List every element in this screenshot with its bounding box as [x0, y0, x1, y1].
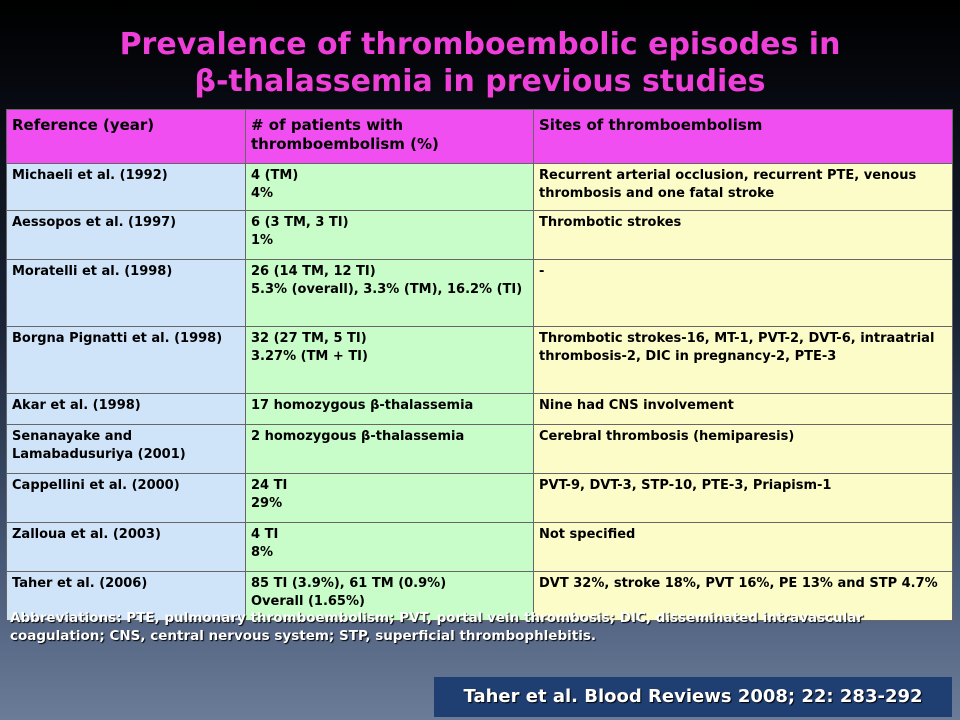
table-row: Cappellini et al. (2000) 24 TI 29% PVT-9, D…	[6, 473, 953, 523]
cell-patients: 17 homozygous β-thalassemia	[245, 393, 534, 425]
citation-box: Taher et al. Blood Reviews 2008; 22: 283…	[434, 677, 952, 717]
table-row: Aessopos et al. (1997) 6 (3 TM, 3 TI) 1% Th…	[6, 210, 953, 260]
cell-patients-line: 5.3% (overall), 3.3% (TM), 16.2% (TI)	[251, 282, 523, 297]
header-patients: # of patients with thromboembolism (%)	[245, 109, 534, 164]
table-row: Zalloua et al. (2003) 4 TI 8% Not specified	[6, 522, 953, 572]
cell-sites: Recurrent arterial occlusion, recurrent …	[533, 163, 953, 211]
table-row: Taher et al. (2006) 85 TI (3.9%), 61 TM (…	[6, 571, 953, 621]
cell-patients-line: 2 homozygous β-thalassemia	[251, 429, 465, 444]
cell-reference: Aessopos et al. (1997)	[6, 210, 246, 260]
cell-reference: Moratelli et al. (1998)	[6, 259, 246, 327]
cell-reference: Borgna Pignatti et al. (1998)	[6, 326, 246, 394]
table-row: Moratelli et al. (1998) 26 (14 TM, 12 TI)…	[6, 259, 953, 327]
cell-sites: Thrombotic strokes	[533, 210, 953, 260]
cell-patients-line: 8%	[251, 545, 274, 560]
cell-reference: Senanayake and Lamabadusuriya (2001)	[6, 424, 246, 474]
cell-sites: Nine had CNS involvement	[533, 393, 953, 425]
cell-patients: 26 (14 TM, 12 TI) 5.3% (overall), 3.3% (T…	[245, 259, 534, 327]
cell-sites: DVT 32%, stroke 18%, PVT 16%, PE 13% and…	[533, 571, 953, 621]
table-row: Senanayake and Lamabadusuriya (2001) 2 ho…	[6, 424, 953, 474]
cell-reference: Michaeli et al. (1992)	[6, 163, 246, 211]
cell-sites: Not specified	[533, 522, 953, 572]
cell-patients-line: 26 (14 TM, 12 TI)	[251, 264, 376, 279]
cell-patients: 2 homozygous β-thalassemia	[245, 424, 534, 474]
cell-patients-line: 17 homozygous β-thalassemia	[251, 398, 474, 413]
cell-reference: Cappellini et al. (2000)	[6, 473, 246, 523]
cell-sites: Cerebral thrombosis (hemiparesis)	[533, 424, 953, 474]
cell-patients-line: 6 (3 TM, 3 TI)	[251, 215, 349, 230]
cell-patients-line: 85 TI (3.9%), 61 TM (0.9%)	[251, 576, 447, 591]
cell-patients: 6 (3 TM, 3 TI) 1%	[245, 210, 534, 260]
cell-patients-line: 24 TI	[251, 478, 288, 493]
table-row: Borgna Pignatti et al. (1998) 32 (27 TM, …	[6, 326, 953, 394]
cell-patients-line: 1%	[251, 233, 274, 248]
table-row: Akar et al. (1998) 17 homozygous β-thalas…	[6, 393, 953, 425]
slide-title: Prevalence of thromboembolic episodes in…	[0, 26, 960, 100]
cell-sites: Thrombotic strokes-16, MT-1, PVT-2, DVT-…	[533, 326, 953, 394]
cell-reference: Taher et al. (2006)	[6, 571, 246, 621]
cell-patients: 24 TI 29%	[245, 473, 534, 523]
cell-patients-line: 32 (27 TM, 5 TI)	[251, 331, 367, 346]
abbreviations-note: Abbreviations: PTE, pulmonary thromboemb…	[10, 610, 864, 644]
cell-patients-line: 4%	[251, 186, 274, 201]
cell-patients-line: Overall (1.65%)	[251, 594, 365, 609]
slide-title-line-2: β-thalassemia in previous studies	[194, 64, 766, 99]
slide-title-line-1: Prevalence of thromboembolic episodes in	[119, 27, 841, 62]
cell-patients-line: 4 TI	[251, 527, 279, 542]
cell-sites: -	[533, 259, 953, 327]
cell-patients: 4 TI 8%	[245, 522, 534, 572]
cell-sites: PVT-9, DVT-3, STP-10, PTE-3, Priapism-1	[533, 473, 953, 523]
header-reference-year: Reference (year)	[6, 109, 246, 164]
cell-reference: Zalloua et al. (2003)	[6, 522, 246, 572]
cell-patients-line: 4 (TM)	[251, 168, 299, 183]
studies-table: Reference (year) # of patients with thro…	[6, 109, 953, 621]
cell-patients: 32 (27 TM, 5 TI) 3.27% (TM + TI)	[245, 326, 534, 394]
cell-patients: 4 (TM) 4%	[245, 163, 534, 211]
table-row: Michaeli et al. (1992) 4 (TM) 4% Recurrent …	[6, 163, 953, 211]
cell-patients-line: 3.27% (TM + TI)	[251, 349, 368, 364]
cell-patients-line: 29%	[251, 496, 283, 511]
table-header-row: Reference (year) # of patients with thro…	[6, 109, 953, 164]
cell-reference: Akar et al. (1998)	[6, 393, 246, 425]
header-sites: Sites of thromboembolism	[533, 109, 953, 164]
